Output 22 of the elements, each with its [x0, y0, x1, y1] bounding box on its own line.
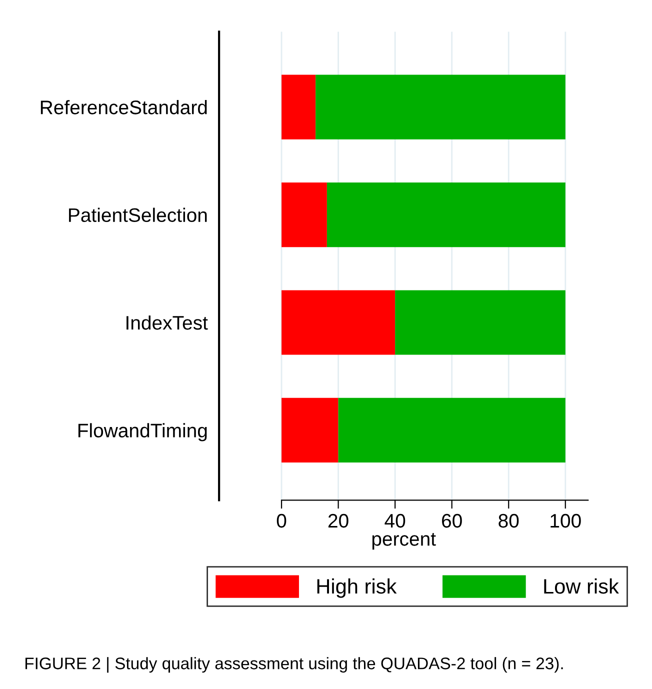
x-tick-label: 60	[442, 514, 462, 528]
bar	[282, 290, 396, 355]
legend-label: Low risk	[544, 578, 619, 594]
y-tick-label: FlowandTiming	[78, 423, 207, 442]
bar	[326, 182, 566, 248]
x-axis-title: percent	[372, 533, 436, 550]
x-tick-label: 40	[384, 514, 406, 528]
caption: FIGURE 2 | Study quality assessment using the QUADAS-2 tool (n = 23).	[25, 657, 563, 673]
bar	[395, 290, 566, 355]
x-tick-label: 0	[276, 514, 286, 528]
bar	[282, 74, 316, 140]
bar	[282, 398, 338, 463]
y-tick-label: ReferenceStandard	[40, 100, 207, 114]
bar	[316, 74, 566, 140]
x-tick-label: 80	[498, 514, 519, 528]
y-tick-label: PatientSelection	[69, 208, 207, 222]
y-tick-label: IndexTest	[126, 315, 208, 330]
x-tick-label: 100	[550, 514, 581, 528]
bar	[282, 182, 327, 248]
x-tick-label: 20	[328, 514, 348, 528]
legend-label: High risk	[317, 578, 397, 598]
bar	[338, 398, 566, 463]
